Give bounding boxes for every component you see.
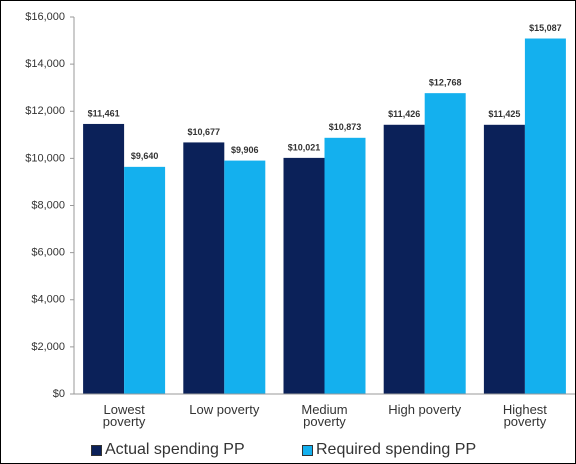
bar [83,123,125,394]
x-tick-label: Lowest poverty [102,402,146,429]
x-tick-label: High poverty [388,402,462,417]
data-label: $10,873 [329,122,362,132]
legend-item: Required spending PP [302,441,476,459]
bar [483,124,525,395]
legend-label: Required spending PP [316,441,477,458]
data-label: $9,906 [231,145,259,155]
x-tick-label: Highest poverty [502,402,547,429]
legend-swatch [91,444,102,456]
data-label: $10,021 [288,142,321,152]
legend-item: Actual spending PP [91,441,245,459]
bar [224,160,266,394]
bar [424,93,466,395]
legend-label: Actual spending PP [105,441,245,458]
y-tick-label: $14,000 [25,58,65,70]
y-tick-label: $10,000 [25,152,65,164]
x-tick-label: Medium poverty [301,402,348,429]
bar [524,38,566,394]
data-label: $10,677 [188,127,221,137]
bar [383,124,425,394]
y-tick-label: $16,000 [25,11,65,23]
data-label: $12,768 [429,78,462,88]
y-tick-label: $6,000 [31,247,65,259]
bar [283,157,325,394]
y-tick-label: $2,000 [31,341,65,353]
legend-swatch [302,444,313,456]
bar [324,137,366,394]
y-tick-label: $12,000 [25,105,65,117]
x-tick-label: Low poverty [189,402,260,417]
data-label: $11,426 [388,109,420,119]
y-tick-label: $0 [53,388,65,400]
bar [124,166,166,394]
y-tick-label: $8,000 [31,199,65,211]
y-tick-label: $4,000 [31,294,65,306]
data-label: $11,425 [488,109,520,119]
data-label: $9,640 [131,151,159,161]
data-label: $15,087 [529,23,562,33]
data-label: $11,461 [88,108,120,118]
bar [183,142,225,394]
